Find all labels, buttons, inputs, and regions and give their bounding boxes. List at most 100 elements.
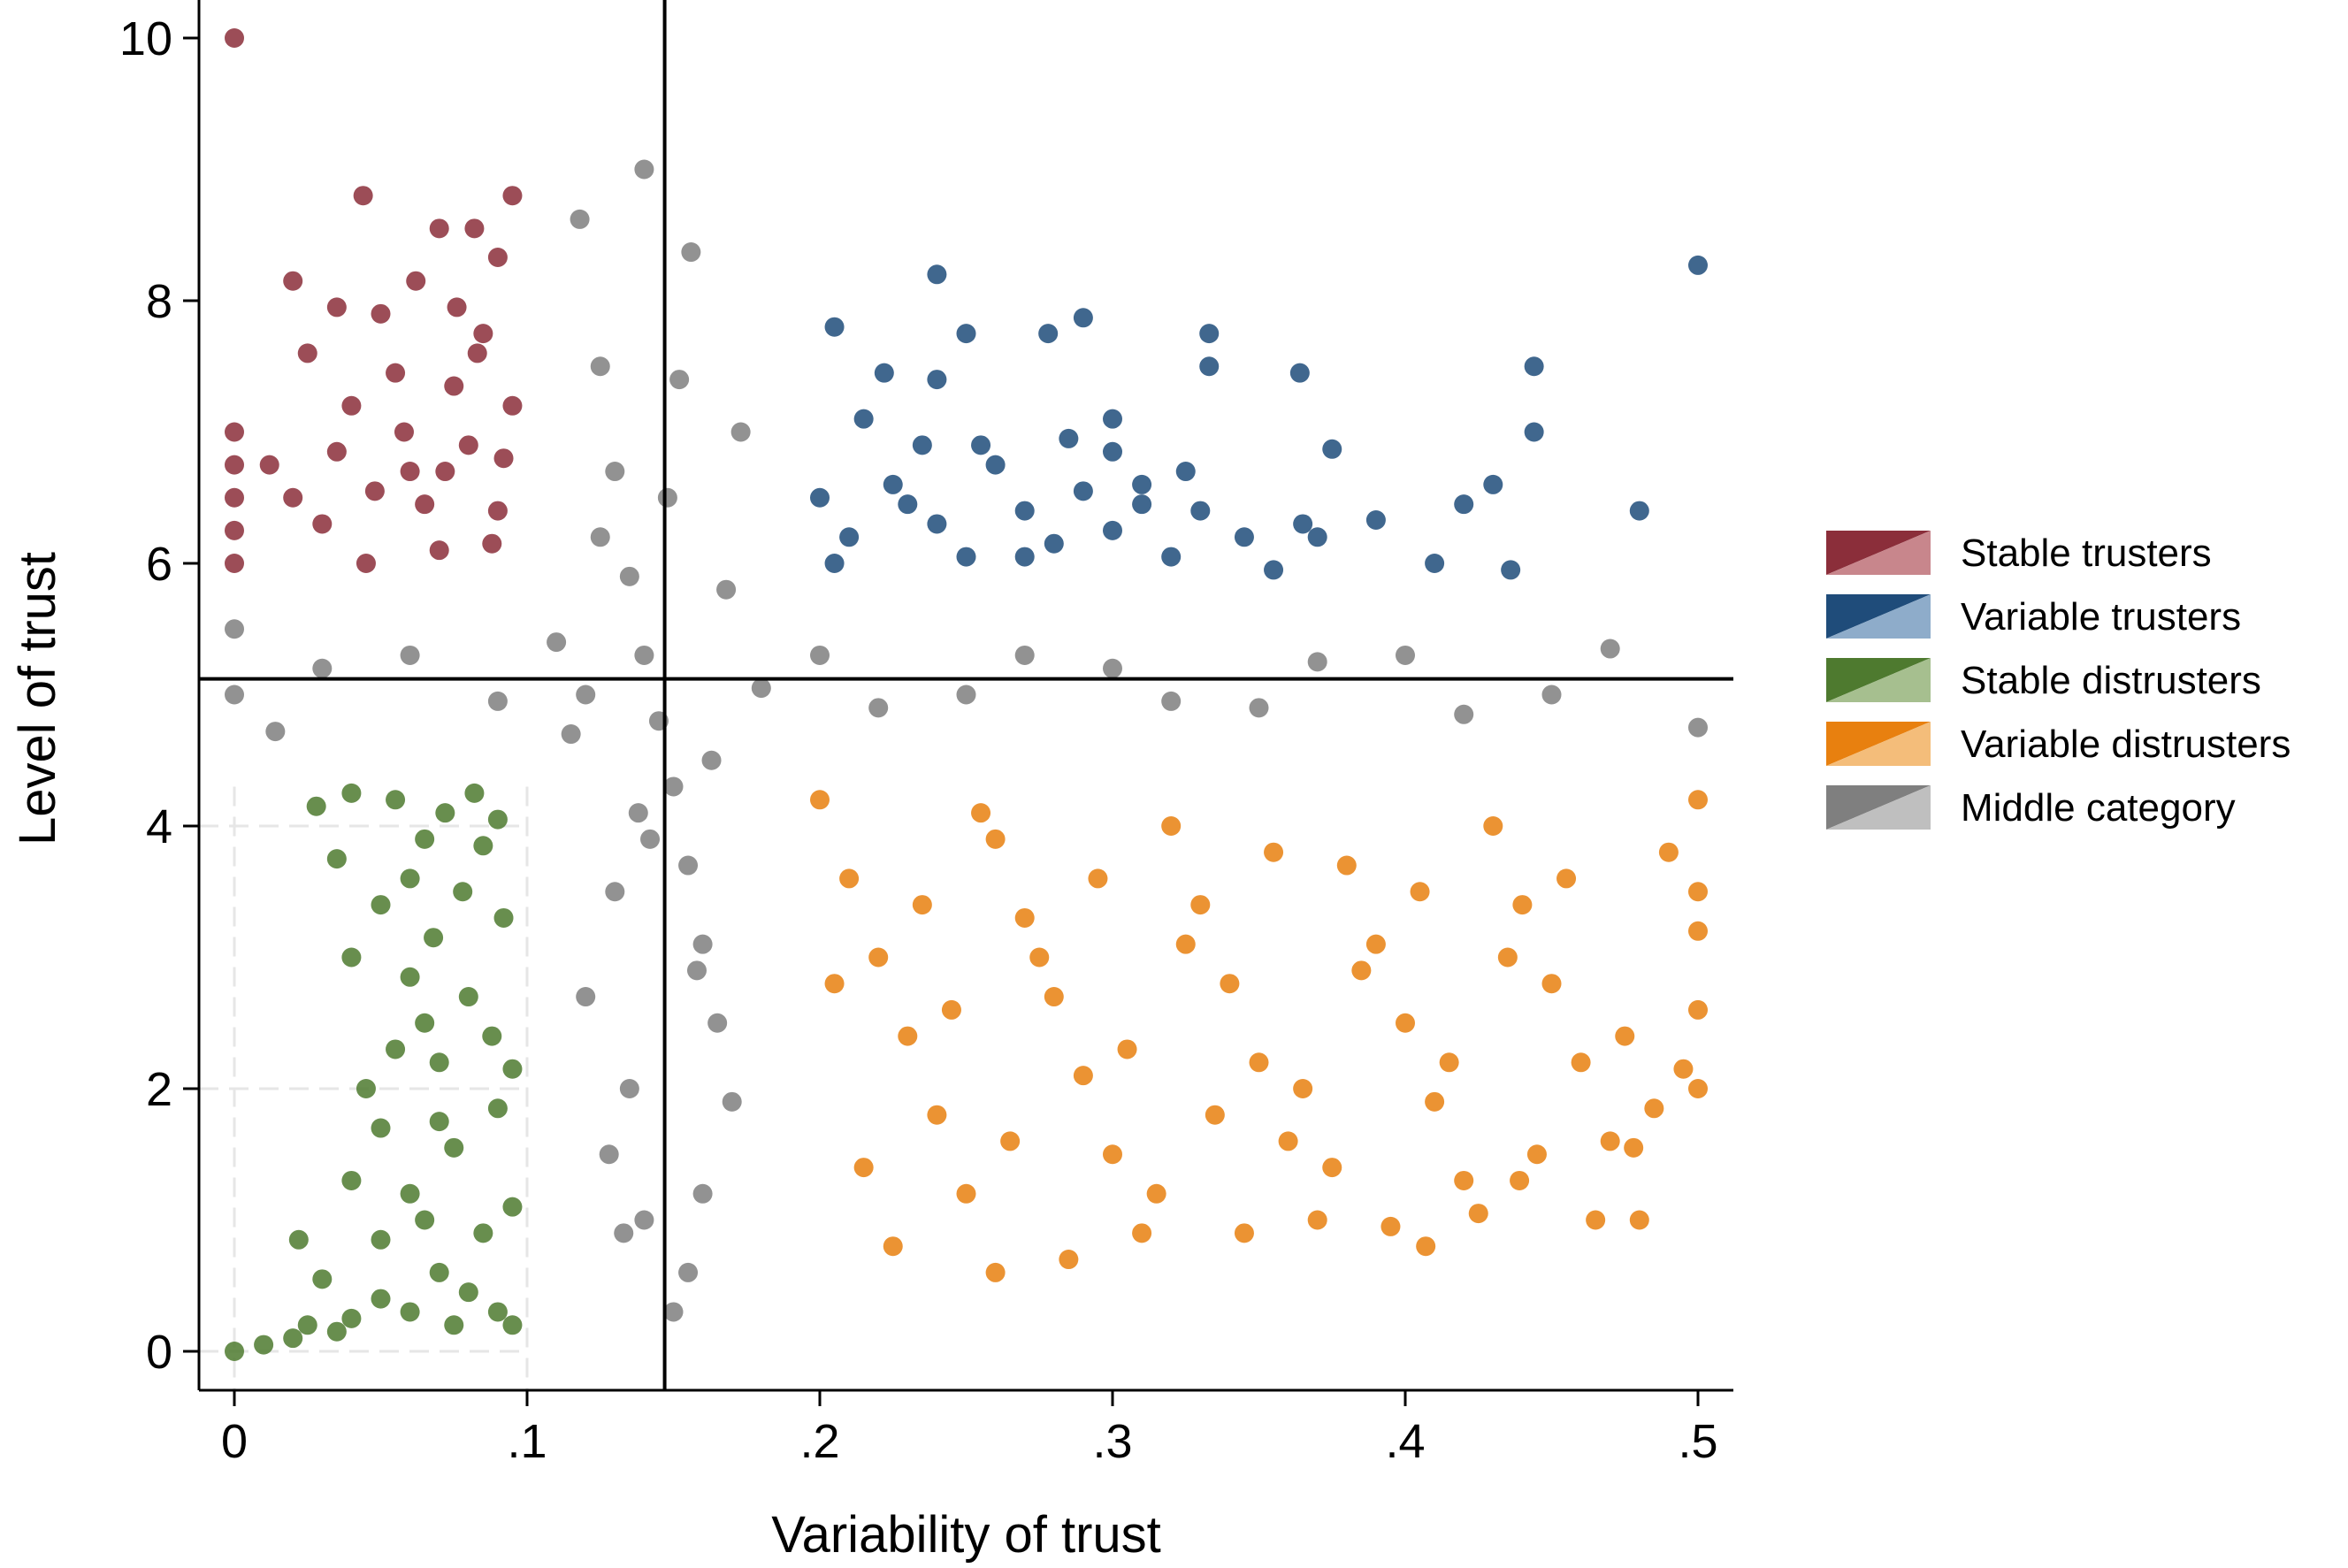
- data-point: [1132, 1223, 1152, 1243]
- data-point: [1293, 514, 1313, 534]
- data-point: [810, 645, 830, 665]
- data-point: [1688, 717, 1708, 738]
- data-point: [1146, 1183, 1166, 1204]
- data-point: [356, 554, 376, 573]
- data-point: [605, 462, 625, 482]
- data-point: [356, 1079, 376, 1098]
- data-point: [839, 868, 860, 889]
- data-points: [225, 28, 1708, 1361]
- data-point: [1175, 462, 1196, 482]
- data-point: [326, 441, 347, 462]
- data-point: [353, 186, 373, 206]
- data-point: [824, 317, 845, 337]
- data-point: [1541, 685, 1562, 705]
- data-point: [1161, 816, 1182, 836]
- x-tick-label: .2: [799, 1415, 839, 1468]
- data-point: [473, 1223, 493, 1243]
- data-point: [1556, 868, 1577, 889]
- data-point: [619, 566, 639, 586]
- data-point: [1220, 974, 1240, 994]
- data-point: [590, 527, 610, 547]
- legend-swatch-light: [1826, 785, 1931, 830]
- data-point: [956, 324, 976, 344]
- data-point: [824, 974, 845, 994]
- series-middle-category: [225, 159, 1708, 1322]
- data-point: [1541, 974, 1562, 994]
- x-tick-label: .4: [1385, 1415, 1425, 1468]
- data-point: [326, 849, 347, 869]
- data-point: [912, 435, 932, 455]
- data-point: [927, 514, 947, 534]
- data-point: [576, 685, 596, 705]
- data-point: [464, 783, 485, 803]
- data-point: [1088, 868, 1108, 889]
- data-point: [1322, 1158, 1342, 1178]
- data-point: [400, 967, 420, 987]
- data-point: [444, 376, 464, 396]
- data-point: [473, 836, 493, 856]
- data-point: [297, 343, 317, 363]
- legend-item: Variable trusters: [1826, 594, 2241, 639]
- data-point: [883, 474, 903, 494]
- data-point: [400, 1183, 420, 1204]
- data-point: [1629, 501, 1649, 521]
- data-point: [927, 1105, 947, 1125]
- series-stable-trusters: [225, 28, 523, 573]
- data-point: [265, 722, 286, 742]
- data-point: [312, 514, 333, 534]
- data-point: [1000, 1131, 1021, 1151]
- data-point: [400, 462, 420, 482]
- data-point: [326, 297, 347, 317]
- data-point: [502, 1315, 523, 1335]
- data-point: [1190, 895, 1211, 915]
- data-point: [493, 907, 514, 928]
- data-point: [547, 632, 567, 653]
- data-point: [1103, 520, 1122, 540]
- data-point: [1454, 1170, 1474, 1190]
- data-point: [985, 1262, 1006, 1282]
- legend-swatch-light: [1826, 594, 1931, 639]
- data-point: [1073, 481, 1093, 501]
- data-point: [406, 271, 426, 291]
- data-point: [1571, 1052, 1591, 1073]
- data-point: [1161, 547, 1182, 567]
- data-point: [1249, 698, 1269, 718]
- data-point: [971, 803, 991, 823]
- legend-item: Stable trusters: [1826, 531, 2212, 575]
- data-point: [306, 796, 326, 816]
- data-point: [730, 422, 751, 442]
- data-point: [1688, 790, 1708, 810]
- data-point: [898, 1026, 918, 1046]
- data-point: [853, 409, 874, 429]
- data-point: [640, 829, 661, 849]
- y-tick-label: 2: [146, 1063, 172, 1116]
- data-point: [1468, 1204, 1488, 1224]
- data-point: [424, 928, 444, 948]
- data-point: [283, 487, 303, 508]
- data-point: [225, 685, 244, 705]
- y-axis-title: Level of trust: [9, 552, 66, 845]
- data-point: [386, 790, 406, 810]
- tick-marks: 0 2 4 6 8 10 0 .1 .2 .3 .4 .5: [119, 12, 1718, 1468]
- legend-swatch-light: [1826, 722, 1931, 766]
- data-point: [341, 947, 362, 968]
- data-point: [614, 1223, 634, 1243]
- data-point: [1205, 1105, 1225, 1125]
- data-point: [839, 527, 860, 547]
- data-point: [386, 1039, 406, 1059]
- data-point: [487, 809, 508, 830]
- data-point: [341, 395, 362, 416]
- data-point: [692, 934, 713, 954]
- data-point: [283, 271, 303, 291]
- data-point: [225, 520, 244, 540]
- data-point: [985, 829, 1006, 849]
- data-point: [971, 435, 991, 455]
- data-point: [1103, 1144, 1122, 1165]
- data-point: [628, 803, 648, 823]
- data-point: [415, 1013, 435, 1033]
- data-point: [487, 1098, 508, 1119]
- data-point: [1416, 1236, 1436, 1257]
- data-point: [371, 895, 391, 915]
- data-point: [1439, 1052, 1459, 1073]
